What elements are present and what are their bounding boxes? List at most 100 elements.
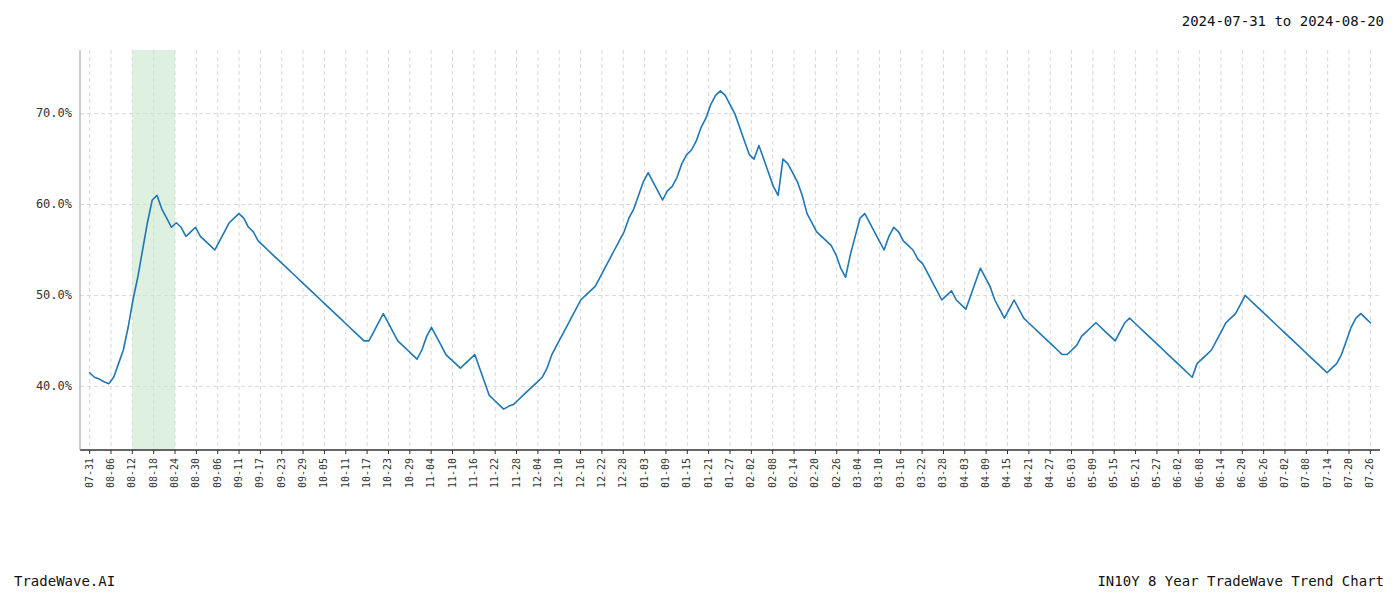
grid-line-x [730, 50, 731, 450]
x-tick [1135, 450, 1136, 454]
x-tick [943, 450, 944, 454]
x-tick-label: 05-03 [1066, 458, 1077, 488]
y-tick-label: 70.0% [36, 106, 73, 120]
x-tick-label: 12-10 [553, 458, 564, 488]
x-tick-label: 03-10 [873, 458, 884, 488]
grid-line-x [516, 50, 517, 450]
grid-line-x [537, 50, 538, 450]
x-tick [1071, 450, 1072, 454]
x-tick-label: 08-12 [126, 458, 137, 488]
x-tick [879, 450, 880, 454]
x-tick-label: 03-28 [937, 458, 948, 488]
x-tick [431, 450, 432, 454]
title: 2024-07-31 to 2024-08-20 [1182, 13, 1384, 29]
grid-line-x [879, 50, 880, 450]
x-tick-label: 02-14 [788, 458, 799, 488]
chart: 40.0%50.0%60.0%70.0%07-3108-0608-1208-18… [0, 0, 1400, 600]
x-tick-label: 04-15 [1001, 458, 1012, 488]
x-tick [687, 450, 688, 454]
x-tick [623, 450, 624, 454]
grid-line-x [196, 50, 197, 450]
grid-line-x [772, 50, 773, 450]
grid-line-x [239, 50, 240, 450]
grid-line-x [644, 50, 645, 450]
x-tick-label: 08-18 [148, 458, 159, 488]
x-tick-label: 09-17 [254, 458, 265, 488]
x-tick-label: 02-20 [809, 458, 820, 488]
x-tick-label: 10-23 [382, 458, 393, 488]
grid-line-x [324, 50, 325, 450]
x-tick [196, 450, 197, 454]
x-tick [1007, 450, 1008, 454]
grid-line-x [1156, 50, 1157, 450]
grid-line-x [1263, 50, 1264, 450]
grid [80, 50, 1380, 450]
grid-line-x [986, 50, 987, 450]
x-tick [1370, 450, 1371, 454]
x-tick-label: 09-11 [233, 458, 244, 488]
x-tick-label: 04-27 [1044, 458, 1055, 488]
x-tick [836, 450, 837, 454]
grid-line-x [900, 50, 901, 450]
x-tick [601, 450, 602, 454]
x-tick [1284, 450, 1285, 454]
grid-line-x [1199, 50, 1200, 450]
grid-line-x [452, 50, 453, 450]
grid-line-x [559, 50, 560, 450]
x-tick [559, 450, 560, 454]
x-tick-label: 12-22 [596, 458, 607, 488]
x-tick-label: 04-03 [959, 458, 970, 488]
grid-line-x [836, 50, 837, 450]
x-tick-label: 03-04 [852, 458, 863, 488]
grid-line-x [1370, 50, 1371, 450]
x-tick [153, 450, 154, 454]
x-tick [1156, 450, 1157, 454]
grid-line-x [388, 50, 389, 450]
x-tick [473, 450, 474, 454]
annotation: IN10Y 8 Year TradeWave Trend Chart [1097, 573, 1384, 589]
grid-line-x [665, 50, 666, 450]
grid-line-x [687, 50, 688, 450]
x-tick-label: 02-26 [831, 458, 842, 488]
grid-line-x [260, 50, 261, 450]
grid-line-x [1050, 50, 1051, 450]
grid-line-x [1071, 50, 1072, 450]
line [90, 91, 1371, 409]
x-tick-label: 08-24 [169, 458, 180, 488]
x-tick-label: 11-22 [489, 458, 500, 488]
grid-line-x [815, 50, 816, 450]
x-tick [89, 450, 90, 454]
grid-line-x [1327, 50, 1328, 450]
grid-line-x [367, 50, 368, 450]
x-tick-label: 11-04 [425, 458, 436, 488]
x-tick [175, 450, 176, 454]
annotation: TradeWave.AI [14, 573, 115, 589]
x-tick [708, 450, 709, 454]
y-tick-label: 60.0% [36, 197, 73, 211]
grid-line-x [943, 50, 944, 450]
grid-line-x [1242, 50, 1243, 450]
x-tick [580, 450, 581, 454]
x-tick [110, 450, 111, 454]
x-tick-label: 06-14 [1215, 458, 1226, 488]
x-tick-label: 11-10 [447, 458, 458, 488]
x-tick [1306, 450, 1307, 454]
x-tick-label: 01-03 [639, 458, 650, 488]
grid-line-x [580, 50, 581, 450]
grid-line-x [1349, 50, 1350, 450]
x-tick-label: 10-11 [340, 458, 351, 488]
x-tick [495, 450, 496, 454]
x-tick-label: 01-27 [724, 458, 735, 488]
grid-line-x [1306, 50, 1307, 450]
grid-line-x [623, 50, 624, 450]
grid-line-x [1007, 50, 1008, 450]
x-tick-label: 12-28 [617, 458, 628, 488]
grid-line-x [1092, 50, 1093, 450]
x-tick [730, 450, 731, 454]
grid-line-x [964, 50, 965, 450]
x-tick-label: 08-30 [190, 458, 201, 488]
grid-line-x [794, 50, 795, 450]
x-tick-label: 09-06 [212, 458, 223, 488]
x-tick [1242, 450, 1243, 454]
grid-line-x [1028, 50, 1029, 450]
